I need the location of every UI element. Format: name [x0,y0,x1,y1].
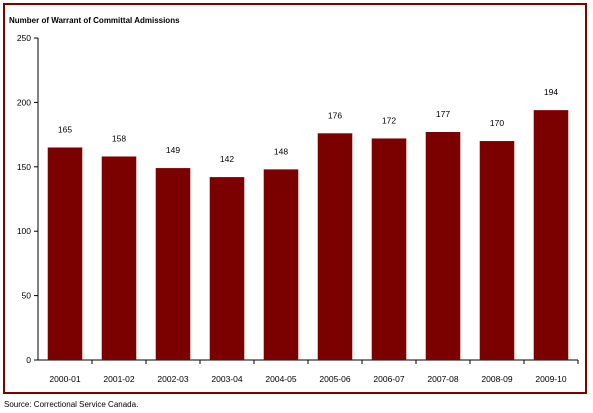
data-label-2002-03: 149 [166,145,180,155]
bar-2003-04 [209,177,245,360]
x-tick-label: 2000-01 [49,374,80,384]
y-tick-label: 50 [22,291,32,301]
data-label-2000-01: 165 [58,124,72,134]
data-label-2001-02: 158 [112,133,126,143]
y-tick-label: 150 [17,162,31,172]
data-label-2007-08: 177 [436,109,450,119]
y-tick-label: 0 [26,355,31,365]
x-tick-label: 2004-05 [265,374,296,384]
bar-2000-01 [47,147,83,360]
bar-2006-07 [371,138,407,360]
bar-2008-09 [479,141,515,360]
x-tick-label: 2007-08 [427,374,458,384]
bar-2007-08 [425,132,461,360]
y-tick-label: 200 [17,97,31,107]
data-label-2009-10: 194 [544,87,558,97]
x-tick-label: 2002-03 [157,374,188,384]
data-label-2006-07: 172 [382,115,396,125]
bar-2002-03 [155,168,191,360]
x-tick-label: 2006-07 [373,374,404,384]
bars [47,110,569,361]
data-label-2008-09: 170 [490,118,504,128]
source-note: Source: Correctional Service Canada. [4,400,139,409]
bar-2005-06 [317,133,353,360]
y-tick-label: 100 [17,226,31,236]
x-tick-label: 2005-06 [319,374,350,384]
x-tick-label: 2001-02 [103,374,134,384]
y-tick-label: 250 [17,33,31,43]
y-axis: 0 50 100 150 200 250 [17,33,39,365]
data-label-2004-05: 148 [274,146,288,156]
chart-title: Number of Warrant of Committal Admission… [9,16,180,25]
data-labels: 165 158 149 142 148 176 172 177 170 194 [58,87,558,164]
bar-2001-02 [101,156,137,360]
bar-2009-10 [533,110,569,361]
x-tick-label: 2009-10 [535,374,566,384]
data-label-2003-04: 142 [220,154,234,164]
data-label-2005-06: 176 [328,110,342,120]
x-axis: 2000-01 2001-02 2002-03 2003-04 2004-05 2005-… [38,359,579,384]
bar-chart: Number of Warrant of Committal Admission… [9,16,579,384]
bar-2004-05 [263,169,299,360]
x-tick-label: 2008-09 [481,374,512,384]
x-tick-label: 2003-04 [211,374,242,384]
